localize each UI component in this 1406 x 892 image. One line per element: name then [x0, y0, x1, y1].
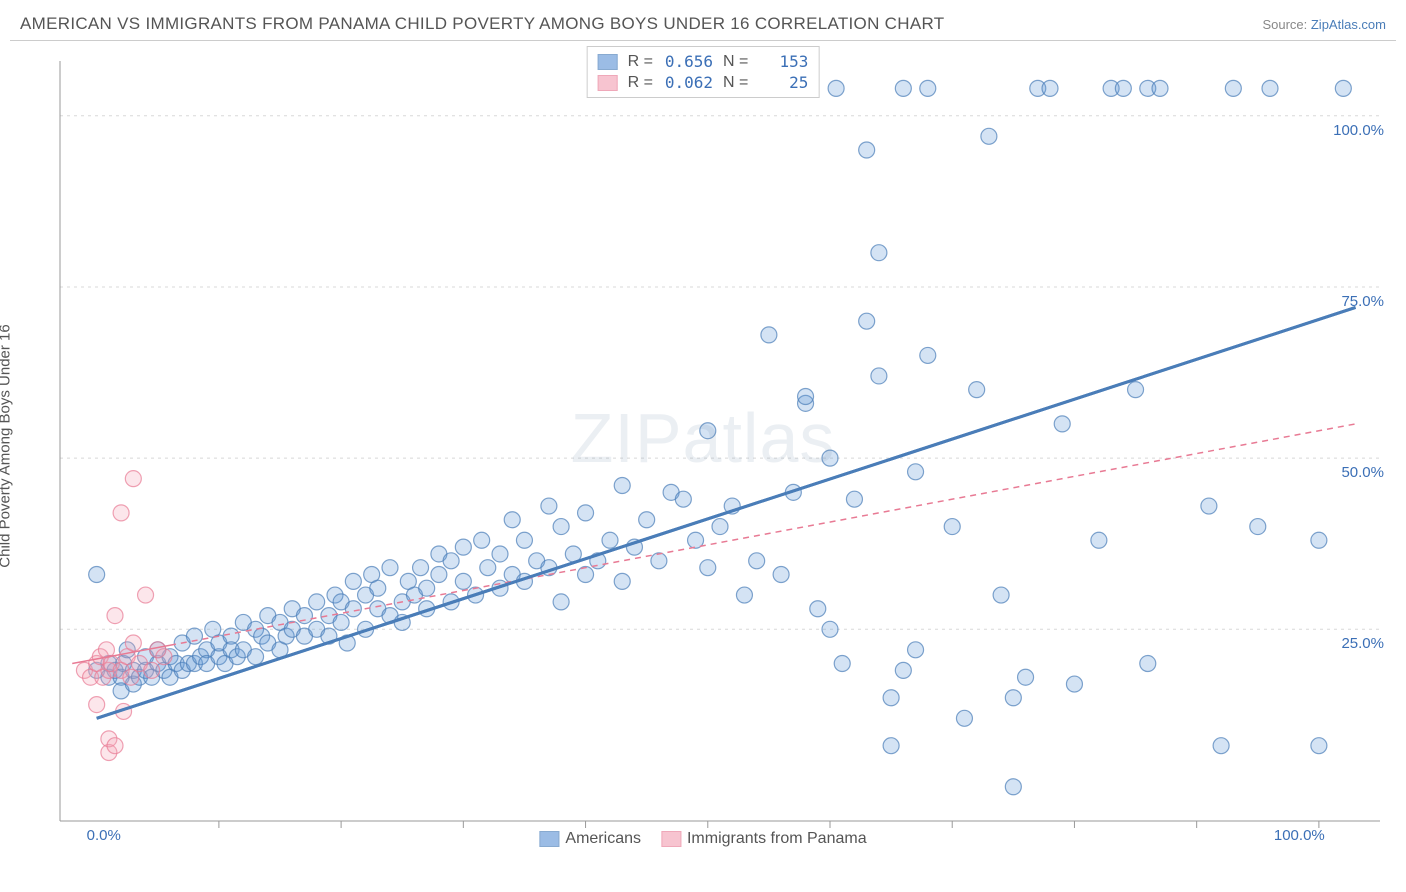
scatter-plot-svg	[10, 41, 1396, 851]
legend-item-americans: Americans	[539, 830, 641, 848]
chart-title: AMERICAN VS IMMIGRANTS FROM PANAMA CHILD…	[20, 14, 944, 34]
legend-swatch-immigrants	[661, 831, 681, 847]
series-legend: Americans Immigrants from Panama	[539, 830, 866, 848]
swatch-immigrants	[598, 75, 618, 91]
stats-legend: R = 0.656 N = 153 R = 0.062 N = 25	[587, 46, 820, 98]
swatch-americans	[598, 54, 618, 70]
stats-row-immigrants: R = 0.062 N = 25	[598, 72, 809, 93]
legend-item-immigrants: Immigrants from Panama	[661, 830, 867, 848]
chart-header: AMERICAN VS IMMIGRANTS FROM PANAMA CHILD…	[0, 0, 1406, 40]
stats-row-americans: R = 0.656 N = 153	[598, 51, 809, 72]
legend-swatch-americans	[539, 831, 559, 847]
chart-area: Child Poverty Among Boys Under 16 R = 0.…	[10, 40, 1396, 850]
source-attribution: Source: ZipAtlas.com	[1262, 17, 1386, 32]
source-link[interactable]: ZipAtlas.com	[1311, 17, 1386, 32]
